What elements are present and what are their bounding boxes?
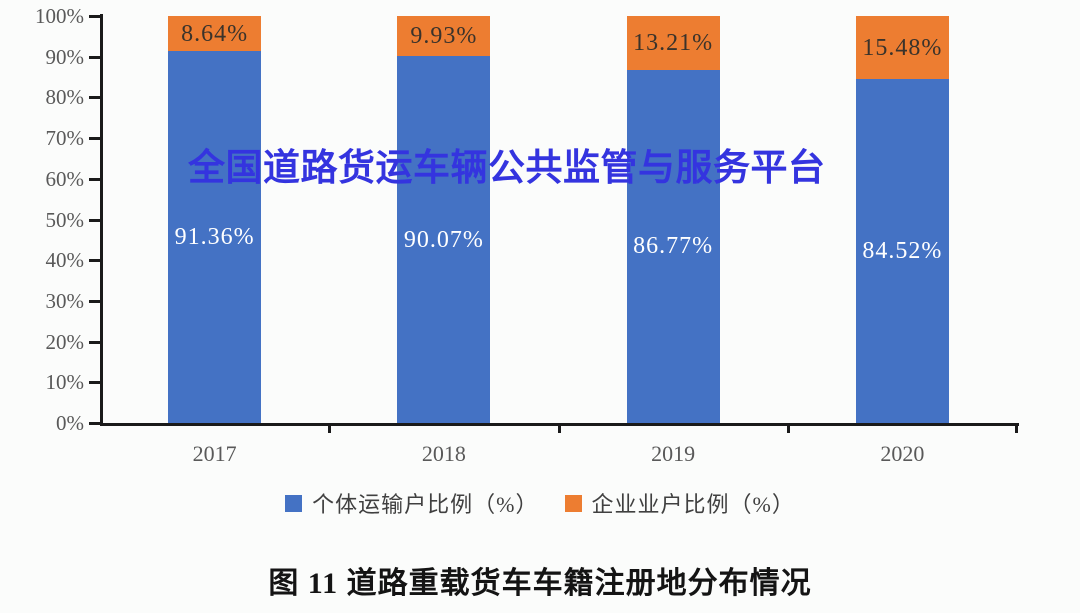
legend: 个体运输户比例（%） 企业业户比例（%） — [0, 487, 1080, 519]
bar-value-label: 8.64% — [181, 20, 249, 47]
watermark-text: 全国道路货运车辆公共监管与服务平台 — [188, 147, 826, 188]
x-category-label: 2018 — [421, 441, 466, 466]
bar-value-label: 84.52% — [862, 237, 943, 264]
y-axis-tick — [89, 381, 101, 385]
y-axis-tick — [89, 137, 101, 141]
y-tick-label: 30% — [45, 288, 85, 313]
bar-value-label: 86.77% — [633, 233, 714, 260]
bar-segment-2019-series2: 13.21% — [626, 16, 720, 70]
x-axis-tick — [786, 424, 790, 433]
legend-label: 个体运输户比例（%） — [312, 492, 539, 517]
x-category-label: 2020 — [880, 441, 925, 466]
bar-segment-2017-series2: 8.64% — [168, 16, 262, 52]
y-tick-label: 20% — [45, 329, 85, 354]
bar-segment-2017-series1: 91.36% — [168, 51, 262, 423]
y-tick-label: 50% — [45, 207, 85, 232]
plot-area: 全国道路货运车辆公共监管与服务平台 0% 10% 20% 30% 40% 50% 60% 70… — [35, 4, 1019, 466]
y-tick-label: 100% — [35, 4, 84, 28]
y-axis-tick — [89, 218, 101, 222]
x-category-label: 2017 — [192, 441, 237, 466]
legend-swatch — [564, 494, 582, 512]
y-axis-tick — [89, 422, 101, 425]
legend-label: 企业业户比例（%） — [591, 492, 795, 517]
y-tick-label: 40% — [45, 248, 85, 273]
bar-segment-2020-series1: 84.52% — [855, 79, 949, 423]
bar-value-label: 15.48% — [862, 34, 943, 61]
y-axis-tick — [89, 55, 101, 59]
y-axis-tick — [89, 299, 101, 303]
y-tick-label: 10% — [45, 370, 85, 395]
bar-segment-2018-series2: 9.93% — [397, 16, 491, 57]
figure-caption: 图 11 道路重载货车车籍注册地分布情况 — [268, 567, 812, 600]
y-axis-line — [100, 14, 103, 425]
y-axis-tick — [89, 177, 101, 181]
bar-value-label: 9.93% — [410, 23, 478, 50]
y-tick-label: 0% — [56, 411, 84, 435]
y-axis-tick — [89, 15, 101, 18]
bar-value-label: 91.36% — [174, 224, 255, 251]
legend-item-series1: 个体运输户比例（%） — [285, 487, 538, 519]
y-tick-label: 90% — [45, 44, 85, 69]
y-tick-label: 70% — [45, 126, 85, 151]
y-tick-label: 60% — [45, 166, 85, 191]
bar-segment-2020-series2: 15.48% — [855, 16, 949, 79]
x-axis-tick — [328, 424, 332, 433]
bar-segment-2018-series1: 90.07% — [397, 56, 491, 423]
legend-item-series2: 企业业户比例（%） — [564, 487, 795, 519]
x-axis-tick — [1015, 424, 1018, 433]
legend-swatch — [285, 494, 303, 512]
y-axis-tick — [89, 96, 101, 100]
y-axis-tick — [89, 340, 101, 344]
x-category-label: 2019 — [651, 441, 696, 466]
bar-value-label: 13.21% — [633, 29, 714, 56]
y-tick-label: 80% — [45, 85, 85, 110]
y-axis-tick — [89, 259, 101, 263]
bar-value-label: 90.07% — [403, 226, 484, 253]
bar-segment-2019-series1: 86.77% — [626, 69, 720, 423]
x-axis-tick — [557, 424, 561, 433]
